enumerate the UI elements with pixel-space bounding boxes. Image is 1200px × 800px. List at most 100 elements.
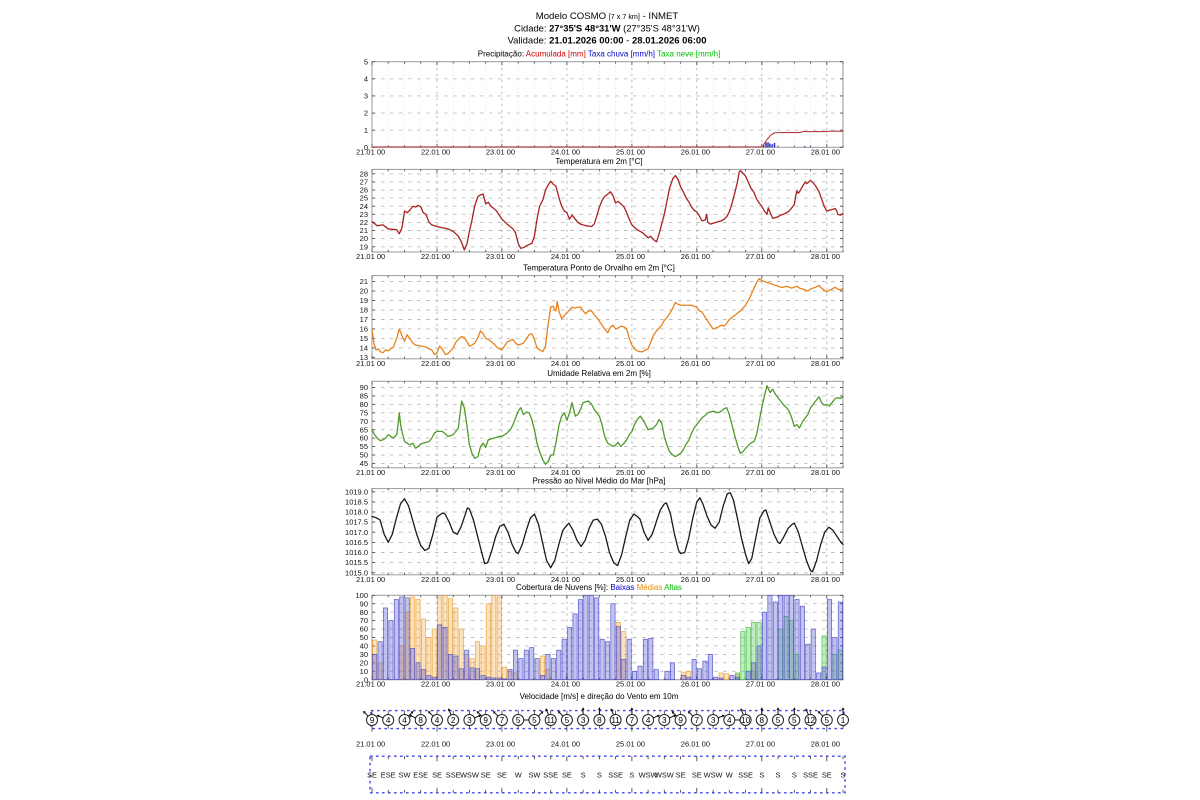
- svg-text:25: 25: [360, 194, 368, 203]
- svg-text:18: 18: [360, 306, 368, 315]
- svg-text:23.01 00: 23.01 00: [486, 359, 515, 368]
- svg-text:WSW: WSW: [639, 770, 658, 779]
- svg-text:SE: SE: [676, 770, 686, 779]
- svg-text:7: 7: [695, 716, 700, 725]
- svg-text:23.01 00: 23.01 00: [486, 740, 515, 749]
- svg-text:1015.5: 1015.5: [345, 558, 368, 567]
- svg-text:1: 1: [364, 126, 368, 135]
- svg-text:50: 50: [360, 633, 368, 642]
- svg-text:1019.0: 1019.0: [345, 487, 368, 496]
- svg-text:3: 3: [364, 92, 368, 101]
- svg-text:1018.5: 1018.5: [345, 498, 368, 507]
- svg-text:25.01 00: 25.01 00: [616, 359, 645, 368]
- svg-text:SW: SW: [399, 770, 411, 779]
- svg-text:27.01 00: 27.01 00: [746, 359, 775, 368]
- svg-text:60: 60: [360, 625, 368, 634]
- svg-text:5: 5: [516, 716, 521, 725]
- svg-text:65: 65: [360, 425, 368, 434]
- svg-text:26: 26: [360, 186, 368, 195]
- svg-text:26.01 00: 26.01 00: [681, 575, 710, 584]
- svg-text:1017.0: 1017.0: [345, 528, 368, 537]
- svg-text:0: 0: [364, 675, 368, 684]
- svg-text:23: 23: [360, 210, 368, 219]
- svg-text:28.01 00: 28.01 00: [811, 468, 840, 477]
- svg-text:28: 28: [360, 169, 368, 178]
- svg-text:Cidade: 27°35'S 48°31'W (27°35: Cidade: 27°35'S 48°31'W (27°35'S 48°31'W…: [514, 23, 700, 34]
- svg-text:5: 5: [565, 716, 570, 725]
- svg-text:4: 4: [364, 74, 368, 83]
- svg-text:26.01 00: 26.01 00: [681, 468, 710, 477]
- svg-text:24.01 00: 24.01 00: [551, 252, 580, 261]
- svg-text:S: S: [776, 770, 781, 779]
- svg-text:7: 7: [630, 716, 635, 725]
- svg-text:SSE: SSE: [543, 770, 558, 779]
- svg-text:28.01 00: 28.01 00: [811, 575, 840, 584]
- svg-text:27: 27: [360, 178, 368, 187]
- svg-text:Modelo COSMO [7 x 7 km] - INME: Modelo COSMO [7 x 7 km] - INMET: [536, 11, 679, 22]
- svg-text:21.01 00: 21.01 00: [356, 359, 385, 368]
- svg-text:3: 3: [711, 716, 716, 725]
- svg-text:1015.0: 1015.0: [345, 568, 368, 577]
- svg-text:0: 0: [364, 143, 368, 152]
- svg-text:22.01 00: 22.01 00: [421, 680, 450, 689]
- svg-text:11: 11: [611, 716, 620, 725]
- svg-text:13: 13: [360, 353, 368, 362]
- svg-text:SE: SE: [481, 770, 491, 779]
- svg-text:23.01 00: 23.01 00: [486, 575, 515, 584]
- svg-text:24.01 00: 24.01 00: [551, 147, 580, 156]
- svg-text:SSE: SSE: [608, 770, 623, 779]
- svg-text:1: 1: [841, 716, 846, 725]
- svg-text:21: 21: [360, 277, 368, 286]
- svg-text:8: 8: [760, 716, 765, 725]
- svg-text:28.01 00: 28.01 00: [811, 740, 840, 749]
- svg-text:SE: SE: [367, 770, 377, 779]
- svg-text:SSE: SSE: [803, 770, 818, 779]
- svg-text:75: 75: [360, 408, 368, 417]
- svg-text:26.01 00: 26.01 00: [681, 359, 710, 368]
- svg-text:70: 70: [360, 417, 368, 426]
- svg-text:27.01 00: 27.01 00: [746, 680, 775, 689]
- svg-text:8: 8: [418, 716, 423, 725]
- svg-text:7: 7: [500, 716, 505, 725]
- svg-text:27.01 00: 27.01 00: [746, 468, 775, 477]
- svg-text:80: 80: [360, 400, 368, 409]
- svg-text:24.01 00: 24.01 00: [551, 359, 580, 368]
- svg-text:5: 5: [364, 57, 368, 66]
- svg-text:Precipitação: Acumulada [mm] T: Precipitação: Acumulada [mm] Taxa chuva …: [478, 50, 721, 59]
- svg-text:1018.0: 1018.0: [345, 508, 368, 517]
- svg-text:16: 16: [360, 325, 368, 334]
- svg-text:12: 12: [806, 716, 816, 725]
- svg-text:21.01 00: 21.01 00: [356, 468, 385, 477]
- svg-text:5: 5: [825, 716, 830, 725]
- svg-text:9: 9: [678, 716, 683, 725]
- svg-text:22.01 00: 22.01 00: [421, 468, 450, 477]
- svg-text:24.01 00: 24.01 00: [551, 468, 580, 477]
- svg-text:24: 24: [360, 202, 368, 211]
- svg-text:5: 5: [792, 716, 797, 725]
- svg-text:19: 19: [360, 296, 368, 305]
- svg-text:3: 3: [581, 716, 586, 725]
- svg-text:Umidade Relativa em 2m [%]: Umidade Relativa em 2m [%]: [547, 369, 651, 378]
- svg-text:20: 20: [360, 658, 368, 667]
- svg-text:22: 22: [360, 218, 368, 227]
- svg-text:9: 9: [370, 716, 375, 725]
- svg-text:WSW: WSW: [704, 770, 723, 779]
- svg-text:30: 30: [360, 650, 368, 659]
- svg-text:3: 3: [662, 716, 667, 725]
- svg-text:WSW: WSW: [655, 770, 674, 779]
- svg-text:40: 40: [360, 642, 368, 651]
- svg-text:5: 5: [776, 716, 781, 725]
- svg-text:45: 45: [360, 459, 368, 468]
- svg-text:80: 80: [360, 608, 368, 617]
- svg-text:10: 10: [741, 716, 751, 725]
- svg-text:S: S: [792, 770, 797, 779]
- svg-text:25.01 00: 25.01 00: [616, 575, 645, 584]
- svg-text:22.01 00: 22.01 00: [421, 575, 450, 584]
- svg-text:60: 60: [360, 434, 368, 443]
- svg-text:ESE: ESE: [413, 770, 428, 779]
- svg-text:W: W: [726, 770, 733, 779]
- svg-text:26.01 00: 26.01 00: [681, 147, 710, 156]
- svg-text:21: 21: [360, 226, 368, 235]
- svg-text:5: 5: [532, 716, 537, 725]
- svg-text:S: S: [629, 770, 634, 779]
